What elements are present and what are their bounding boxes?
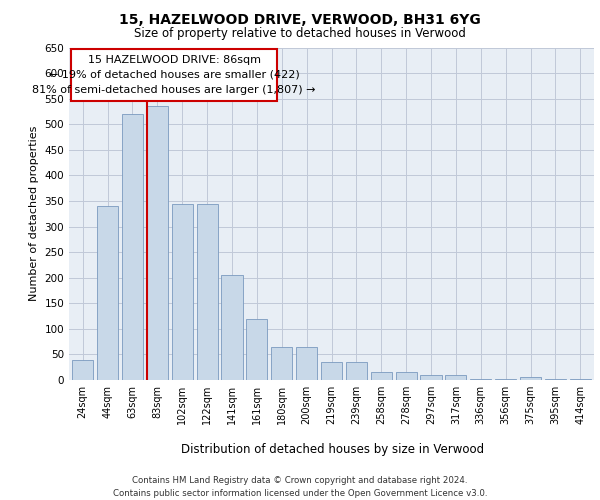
Bar bbox=[246, 318, 268, 380]
Bar bbox=[421, 375, 442, 380]
Bar bbox=[495, 379, 516, 380]
Bar bbox=[271, 347, 292, 380]
Bar bbox=[520, 378, 541, 380]
Bar bbox=[122, 114, 143, 380]
Bar bbox=[296, 347, 317, 380]
Bar bbox=[197, 204, 218, 380]
Text: Distribution of detached houses by size in Verwood: Distribution of detached houses by size … bbox=[181, 442, 485, 456]
Bar bbox=[470, 379, 491, 380]
Bar bbox=[221, 275, 242, 380]
Bar bbox=[97, 206, 118, 380]
Bar bbox=[147, 106, 168, 380]
FancyBboxPatch shape bbox=[71, 48, 277, 101]
Text: 15, HAZELWOOD DRIVE, VERWOOD, BH31 6YG: 15, HAZELWOOD DRIVE, VERWOOD, BH31 6YG bbox=[119, 12, 481, 26]
Y-axis label: Number of detached properties: Number of detached properties bbox=[29, 126, 39, 302]
Bar bbox=[72, 360, 93, 380]
Text: Contains HM Land Registry data © Crown copyright and database right 2024.
Contai: Contains HM Land Registry data © Crown c… bbox=[113, 476, 487, 498]
Text: 15 HAZELWOOD DRIVE: 86sqm
← 19% of detached houses are smaller (422)
81% of semi: 15 HAZELWOOD DRIVE: 86sqm ← 19% of detac… bbox=[32, 55, 316, 94]
Bar bbox=[371, 372, 392, 380]
Text: Size of property relative to detached houses in Verwood: Size of property relative to detached ho… bbox=[134, 28, 466, 40]
Bar bbox=[445, 375, 466, 380]
Bar bbox=[346, 362, 367, 380]
Bar bbox=[395, 372, 417, 380]
Bar bbox=[545, 379, 566, 380]
Bar bbox=[321, 362, 342, 380]
Bar bbox=[172, 204, 193, 380]
Bar bbox=[570, 379, 591, 380]
